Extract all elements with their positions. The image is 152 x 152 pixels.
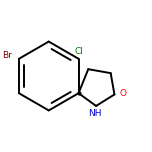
Text: Br: Br [3,51,12,60]
Text: NH: NH [89,109,102,118]
Text: Cl: Cl [75,47,84,56]
Text: O: O [120,88,127,98]
